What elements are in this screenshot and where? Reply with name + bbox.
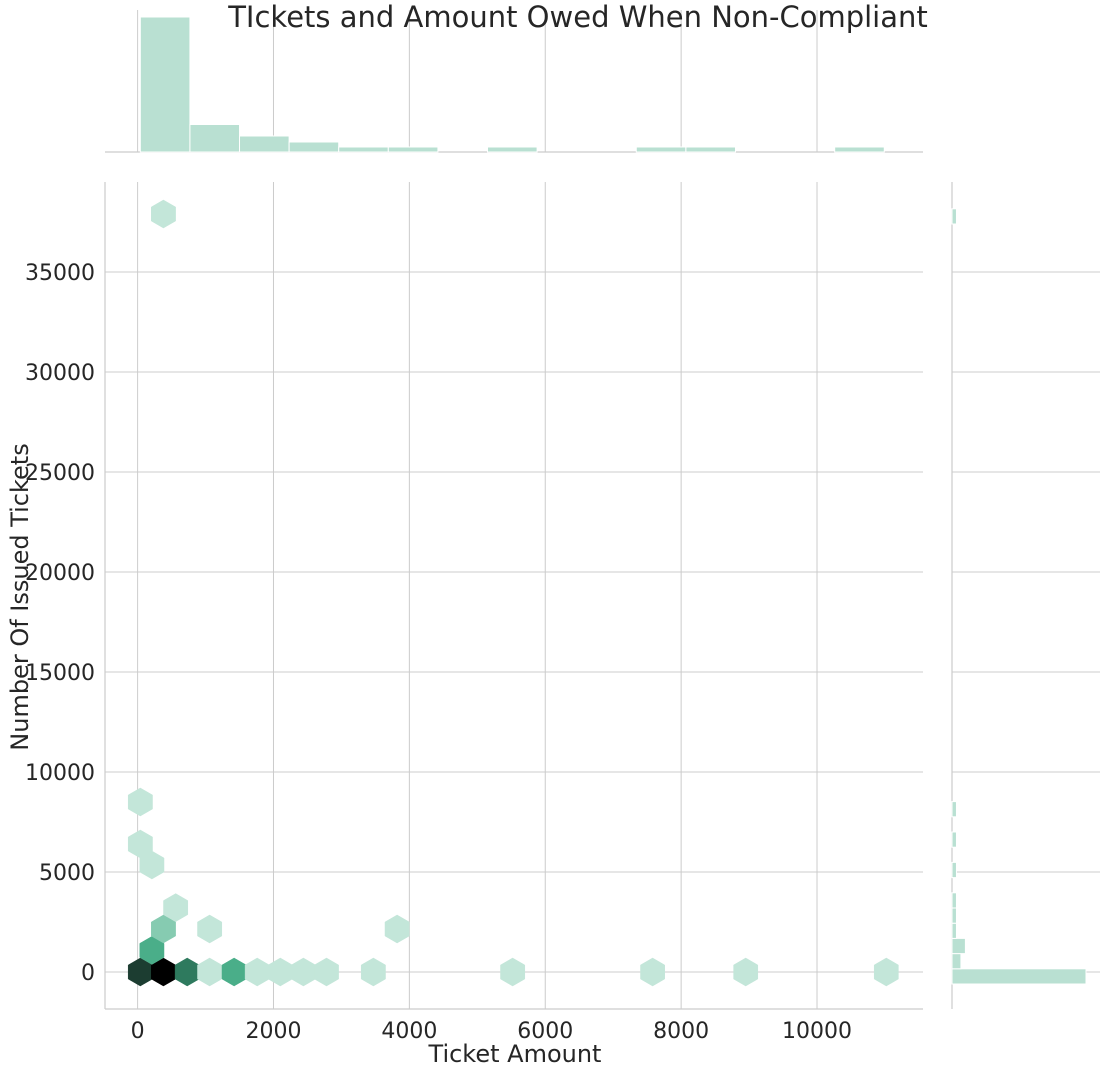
hexbin (267, 957, 293, 987)
hexbin (174, 957, 200, 987)
main-grid (105, 10, 1100, 1009)
y-histogram-bar (951, 801, 957, 818)
y-histogram-bar (951, 937, 966, 955)
x-tick-label: 8000 (653, 1019, 709, 1044)
hexbin (151, 199, 176, 229)
hexbin (244, 957, 270, 987)
x-tick-label: 6000 (517, 1019, 573, 1044)
y-tick-label: 35000 (25, 261, 95, 286)
right-marginal-histogram (951, 208, 1087, 985)
y-histogram-bar (951, 968, 1087, 985)
y-histogram-bar (951, 892, 957, 909)
y-tick-label: 30000 (25, 361, 95, 386)
hexbin (127, 829, 153, 859)
y-tick-label: 15000 (25, 661, 95, 686)
x-axis-label: Ticket Amount (428, 1040, 602, 1068)
x-tick-label: 10000 (782, 1019, 852, 1044)
hexbin (314, 957, 339, 987)
x-histogram-bar (189, 124, 241, 153)
chart-title: TIckets and Amount Owed When Non-Complia… (227, 0, 928, 34)
hexbin (197, 914, 223, 944)
hexbin (500, 957, 526, 987)
y-histogram-bar (951, 907, 957, 924)
x-histogram-bar (487, 146, 538, 153)
x-tick-labels: 0 2000 4000 6000 8000 10000 (131, 1019, 852, 1044)
hexbin (291, 957, 316, 987)
y-histogram-bar (951, 831, 957, 848)
hexbin (733, 957, 759, 987)
hexbin (139, 936, 165, 965)
hexbin (163, 893, 189, 922)
x-histogram-bar (834, 146, 885, 153)
hexbin (221, 957, 247, 987)
y-histogram-bar (951, 861, 957, 879)
x-histogram-bar (635, 146, 687, 153)
x-histogram-bar (685, 146, 736, 153)
y-histogram-bar (951, 953, 962, 970)
y-tick-label: 10000 (25, 761, 95, 786)
hexbin (197, 957, 223, 987)
y-tick-label: 0 (81, 961, 95, 986)
x-tick-label: 2000 (245, 1019, 301, 1044)
y-tick-labels: 0 5000 10000 15000 20000 25000 30000 35000 (25, 261, 95, 986)
main-axes-spines (104, 151, 953, 1010)
y-histogram-bar (951, 208, 957, 225)
y-histogram-bar (951, 922, 957, 939)
hexbin (127, 787, 153, 817)
hexbin (640, 957, 665, 987)
hexbin (139, 850, 165, 880)
hexbin (151, 914, 176, 944)
y-tick-label: 20000 (25, 561, 95, 586)
hexbin (384, 914, 410, 944)
top-marginal-histogram (139, 16, 885, 153)
x-histogram-bar (239, 135, 290, 153)
y-tick-label: 25000 (25, 461, 95, 486)
x-histogram-bar (387, 146, 439, 153)
x-tick-label: 0 (131, 1019, 145, 1044)
x-tick-label: 4000 (381, 1019, 437, 1044)
x-histogram-bar (139, 16, 191, 153)
hexbin-layer (127, 199, 899, 987)
x-histogram-bar (288, 141, 340, 153)
x-histogram-bar (338, 146, 389, 153)
y-axis-label: Number Of Issued Tickets (6, 443, 34, 750)
y-tick-label: 5000 (39, 861, 95, 886)
hexbin (873, 957, 899, 987)
hexbin (360, 957, 386, 987)
